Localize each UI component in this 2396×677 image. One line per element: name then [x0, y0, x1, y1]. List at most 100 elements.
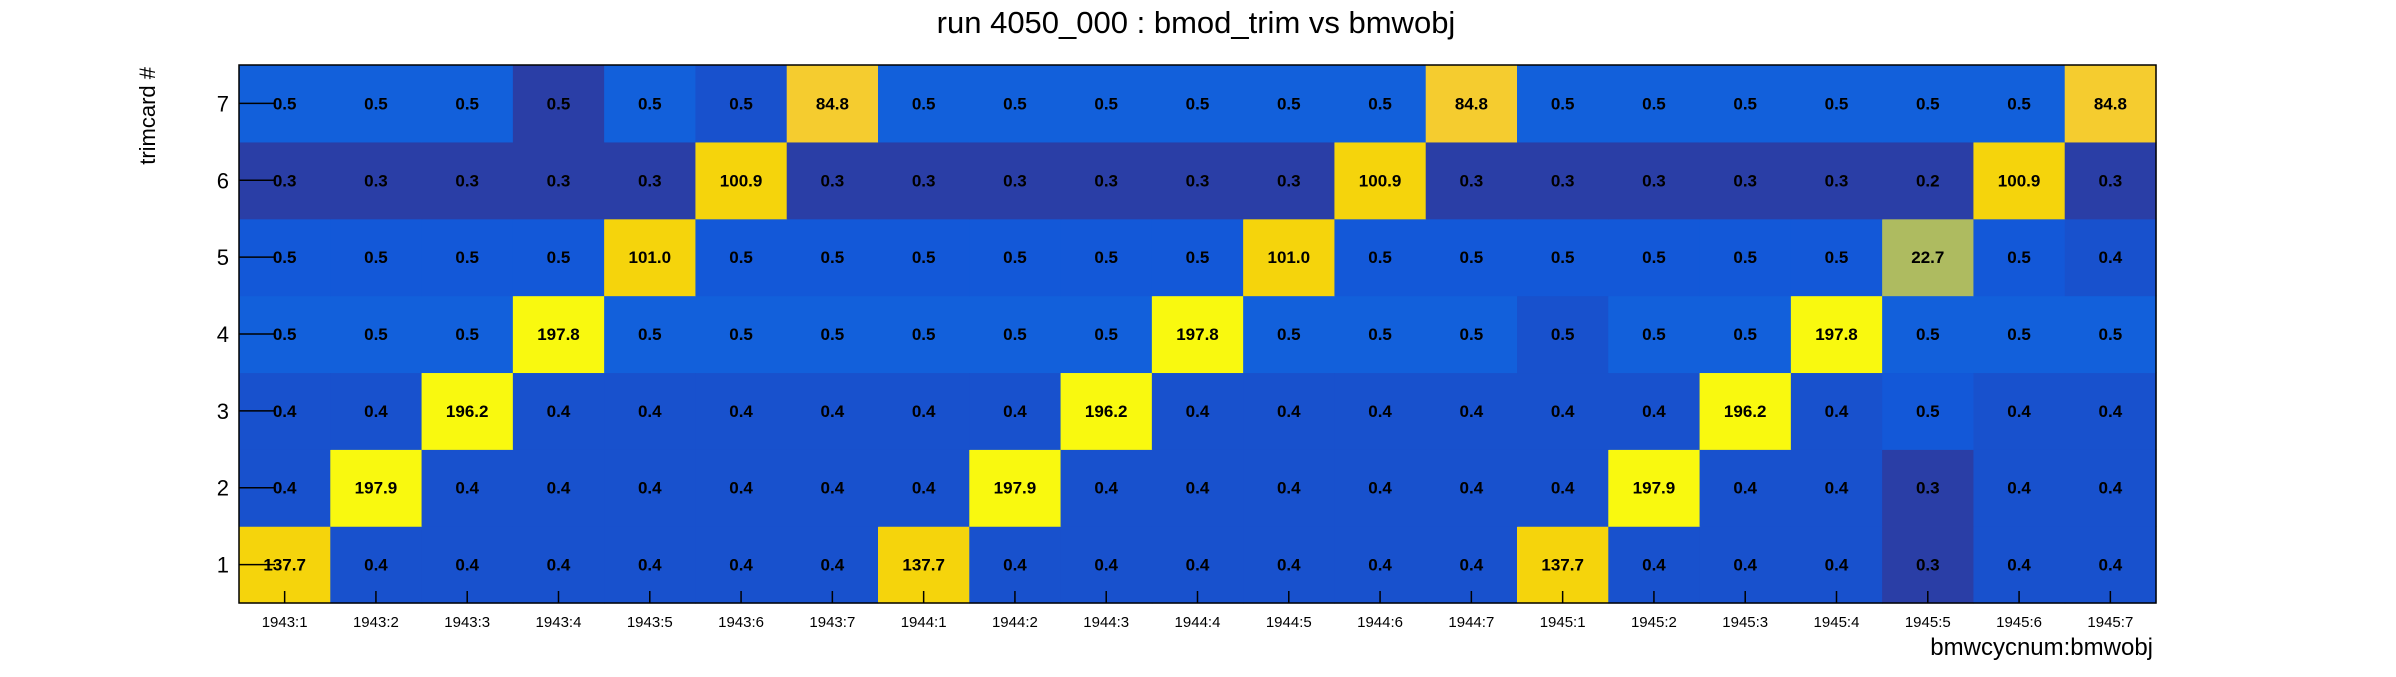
heatmap-cell [969, 295, 1062, 374]
heatmap-cell [1973, 449, 2066, 527]
cell-value-label: 0.4 [821, 556, 845, 575]
y-axis-label: trimcard # [135, 66, 160, 165]
heatmap-cell [1608, 526, 1701, 604]
y-tick-label: 5 [217, 245, 229, 270]
cell-value-label: 0.3 [1551, 171, 1575, 190]
heatmap-cell [695, 526, 788, 604]
cell-value-label: 0.4 [1186, 402, 1210, 421]
x-tick-label: 1945:6 [1996, 614, 2042, 631]
heatmap-cell [969, 65, 1062, 143]
cell-value-label: 0.5 [364, 94, 388, 113]
heatmap-cell [1790, 218, 1883, 297]
cell-value-label: 0.4 [273, 402, 297, 421]
heatmap-cell [512, 141, 605, 220]
cell-value-label: 0.5 [1277, 325, 1301, 344]
heatmap-cell [330, 218, 423, 297]
x-tick-label: 1943:1 [262, 614, 308, 631]
cell-value-label: 0.5 [1186, 94, 1210, 113]
y-tick-label: 6 [217, 168, 229, 193]
cell-value-label: 0.5 [273, 94, 297, 113]
y-tick-label: 7 [217, 91, 229, 116]
cell-value-label: 0.4 [364, 556, 388, 575]
cell-value-label: 0.4 [455, 556, 479, 575]
cell-value-label: 197.9 [1633, 479, 1676, 498]
cell-value-label: 0.3 [1003, 171, 1027, 190]
heatmap-cell [695, 449, 788, 527]
heatmap-cell [878, 526, 970, 604]
heatmap-cell [1699, 295, 1792, 374]
heatmap-cell [1243, 449, 1336, 527]
heatmap-cell [512, 295, 605, 374]
x-tick-label: 1943:4 [536, 614, 582, 631]
heatmap-cell [330, 295, 423, 374]
heatmap-cell [1882, 141, 1975, 220]
x-tick-label: 1944:2 [992, 614, 1038, 631]
heatmap-cell [1608, 372, 1701, 450]
heatmap-cell [1425, 295, 1518, 374]
heatmap-cell [1790, 449, 1883, 527]
cell-value-label: 0.5 [273, 248, 297, 267]
heatmap-cell [1882, 218, 1975, 297]
cell-value-label: 0.4 [1642, 402, 1666, 421]
cell-value-label: 0.5 [1916, 325, 1940, 344]
cell-value-label: 0.4 [1460, 479, 1484, 498]
heatmap-cell [512, 526, 605, 604]
cell-value-label: 0.4 [912, 479, 936, 498]
heatmap-cell [1517, 65, 1609, 143]
cell-value-label: 0.4 [821, 479, 845, 498]
cell-value-label: 0.5 [1368, 94, 1392, 113]
heatmap-cell [1973, 295, 2066, 374]
cell-value-label: 196.2 [446, 402, 489, 421]
heatmap-cell [878, 141, 970, 220]
heatmap-cell [604, 295, 697, 374]
heatmap-cell [1060, 526, 1153, 604]
cell-value-label: 0.5 [821, 325, 845, 344]
axes: 1943:1 1943:2 1943:3 1943:4 1943:5 1943:6 1943… [217, 64, 2157, 631]
heatmap-cell [421, 526, 514, 604]
heatmap-cell [969, 449, 1062, 527]
x-tick-label: 1943:5 [627, 614, 673, 631]
heatmap-cell [1334, 372, 1427, 450]
heatmap-cell [512, 372, 605, 450]
heatmap-cell [1060, 449, 1153, 527]
heatmap-cell [695, 141, 788, 220]
heatmap-cell [512, 218, 605, 297]
cell-value-label: 0.5 [364, 325, 388, 344]
x-tick-label: 1943:3 [444, 614, 490, 631]
heatmap-cell [1334, 295, 1427, 374]
cell-value-label: 0.4 [1368, 556, 1392, 575]
cell-value-label: 0.3 [364, 171, 388, 190]
heatmap-cell [604, 65, 697, 143]
cell-value-label: 0.5 [1094, 248, 1118, 267]
cell-value-label: 0.5 [1368, 248, 1392, 267]
heatmap-cell [1790, 141, 1883, 220]
cell-value-label: 100.9 [720, 171, 763, 190]
heatmap-cells [239, 65, 2157, 604]
heatmap-cell [969, 218, 1062, 297]
cell-value-label: 0.3 [1094, 171, 1118, 190]
cell-value-label: 197.8 [537, 325, 580, 344]
x-tick-label: 1943:7 [809, 614, 855, 631]
heatmap-cell [1425, 372, 1518, 450]
chart-title: run 4050_000 : bmod_trim vs bmwobj [937, 5, 1456, 40]
cell-value-label: 0.5 [1916, 94, 1940, 113]
heatmap-cell [1517, 449, 1609, 527]
cell-value-label: 197.9 [355, 479, 398, 498]
heatmap-cell [1151, 449, 1244, 527]
heatmap-cell [786, 295, 879, 374]
heatmap-cell [1608, 65, 1701, 143]
cell-value-label: 0.5 [547, 248, 571, 267]
cell-value-label: 0.5 [1003, 248, 1027, 267]
heatmap-cell [969, 526, 1062, 604]
heatmap-cell [1243, 65, 1336, 143]
heatmap-cell [1517, 372, 1609, 450]
cell-value-label: 0.5 [547, 94, 571, 113]
heatmap-cell [604, 218, 697, 297]
cell-value-label: 197.9 [994, 479, 1037, 498]
cell-value-label: 0.4 [364, 402, 388, 421]
cell-value-label: 0.5 [1551, 94, 1575, 113]
cell-value-label: 0.4 [455, 479, 479, 498]
cell-value-label: 84.8 [2094, 94, 2127, 113]
cell-value-label: 0.3 [821, 171, 845, 190]
